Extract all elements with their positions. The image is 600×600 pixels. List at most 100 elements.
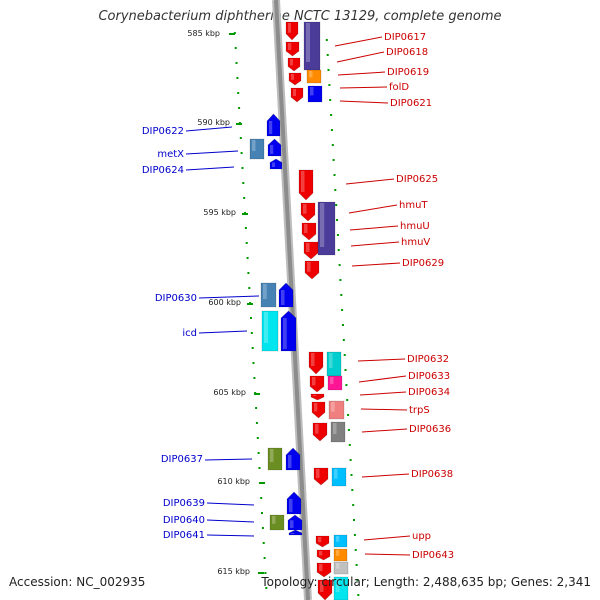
- gene-highlight: [291, 74, 294, 80]
- gene-arrow[interactable]: [309, 375, 325, 393]
- gene-label-metX[interactable]: metX: [157, 149, 184, 160]
- gene-label-DIP0632[interactable]: DIP0632: [407, 354, 449, 365]
- guide-tick: [337, 249, 340, 251]
- guide-tick: [347, 429, 350, 431]
- guide-tick: [262, 542, 265, 544]
- gene-label-DIP0625[interactable]: DIP0625: [396, 174, 438, 185]
- gene-arrow[interactable]: [315, 535, 330, 548]
- gene-label-DIP0636[interactable]: DIP0636: [409, 424, 451, 435]
- gene-block[interactable]: [333, 576, 349, 600]
- guide-tick: [356, 579, 359, 581]
- gene-arrow[interactable]: [317, 579, 333, 600]
- gene-arrow[interactable]: [316, 562, 332, 578]
- gene-arrow[interactable]: [310, 393, 325, 401]
- gene-arrow[interactable]: [290, 87, 304, 103]
- gene-highlight: [264, 312, 268, 343]
- gene-block[interactable]: [333, 561, 349, 575]
- gene-arrow[interactable]: [285, 447, 301, 471]
- scale-tick: [229, 33, 235, 35]
- guide-tick: [329, 99, 332, 101]
- guide-tick: [333, 174, 336, 176]
- gene-block[interactable]: [307, 85, 323, 103]
- leader-line: [361, 473, 410, 478]
- gene-arrow[interactable]: [267, 138, 282, 157]
- gene-block[interactable]: [331, 467, 347, 487]
- gene-label-DIP0641[interactable]: DIP0641: [163, 530, 205, 541]
- guide-tick: [347, 414, 350, 416]
- gene-label-DIP0619[interactable]: DIP0619: [387, 67, 429, 78]
- gene-label-DIP0639[interactable]: DIP0639: [163, 498, 205, 509]
- gene-arrow[interactable]: [286, 491, 302, 515]
- gene-arrow[interactable]: [308, 351, 324, 375]
- gene-block[interactable]: [328, 400, 345, 420]
- gene-arrow[interactable]: [298, 169, 314, 201]
- gene-block[interactable]: [317, 201, 336, 256]
- gene-arrow[interactable]: [285, 41, 300, 57]
- gene-highlight: [307, 262, 311, 272]
- gene-block[interactable]: [249, 138, 265, 160]
- gene-label-trpS[interactable]: trpS: [409, 405, 430, 416]
- gene-label-DIP0630[interactable]: DIP0630: [155, 293, 197, 304]
- gene-arrow[interactable]: [269, 158, 283, 170]
- gene-arrow[interactable]: [278, 282, 294, 308]
- guide-tick: [253, 377, 256, 379]
- gene-label-hmuT[interactable]: hmuT: [399, 200, 428, 211]
- gene-label-DIP0640[interactable]: DIP0640: [163, 515, 205, 526]
- gene-arrow[interactable]: [303, 241, 319, 260]
- gene-block[interactable]: [269, 514, 285, 531]
- gene-highlight: [272, 516, 276, 524]
- gene-label-DIP0637[interactable]: DIP0637: [161, 454, 203, 465]
- gene-block[interactable]: [330, 421, 346, 443]
- gene-block[interactable]: [333, 534, 348, 548]
- gene-block[interactable]: [261, 310, 279, 352]
- gene-label-DIP0617[interactable]: DIP0617: [384, 32, 426, 43]
- guide-tick: [250, 317, 252, 319]
- gene-label-DIP0621[interactable]: DIP0621: [390, 98, 432, 109]
- gene-arrow[interactable]: [300, 202, 316, 222]
- scale-label-600: 600 kbp: [208, 298, 241, 307]
- gene-arrow[interactable]: [311, 401, 326, 419]
- gene-highlight: [289, 499, 293, 512]
- guide-tick: [351, 489, 354, 491]
- gene-arrow[interactable]: [285, 21, 299, 41]
- gene-arrow[interactable]: [316, 549, 331, 561]
- gene-block[interactable]: [306, 69, 322, 84]
- gene-label-upp[interactable]: upp: [412, 531, 431, 542]
- leader-line: [198, 295, 260, 299]
- gene-highlight: [306, 243, 310, 253]
- gene-arrow[interactable]: [266, 113, 281, 137]
- guide-tick: [235, 62, 238, 64]
- gene-label-DIP0633[interactable]: DIP0633: [408, 371, 450, 382]
- gene-arrow[interactable]: [301, 222, 317, 241]
- gene-label-folD[interactable]: folD: [389, 82, 409, 93]
- leader-line: [198, 330, 248, 334]
- gene-label-DIP0622[interactable]: DIP0622: [142, 126, 184, 137]
- gene-label-icd[interactable]: icd: [182, 328, 197, 339]
- gene-arrow[interactable]: [287, 514, 303, 531]
- gene-arrow[interactable]: [288, 72, 302, 86]
- gene-block[interactable]: [267, 447, 283, 471]
- gene-highlight: [312, 377, 316, 386]
- gene-highlight: [315, 424, 319, 434]
- gene-block[interactable]: [327, 375, 343, 391]
- gene-label-DIP0629[interactable]: DIP0629: [402, 258, 444, 269]
- gene-arrow[interactable]: [313, 467, 329, 486]
- gene-arrow[interactable]: [280, 310, 297, 352]
- gene-label-DIP0618[interactable]: DIP0618: [386, 47, 428, 58]
- gene-block[interactable]: [260, 282, 277, 308]
- gene-label-DIP0643[interactable]: DIP0643: [412, 550, 454, 561]
- gene-label-DIP0638[interactable]: DIP0638: [411, 469, 453, 480]
- gene-label-hmuV[interactable]: hmuV: [401, 237, 430, 248]
- gene-arrow[interactable]: [304, 260, 320, 280]
- gene-block[interactable]: [333, 548, 348, 562]
- gene-label-DIP0634[interactable]: DIP0634: [408, 387, 450, 398]
- gene-arrow[interactable]: [312, 422, 328, 442]
- guide-tick: [355, 564, 358, 566]
- gene-arrow[interactable]: [287, 57, 301, 72]
- guide-tick: [261, 512, 263, 514]
- gene-highlight: [293, 89, 296, 97]
- gene-arrow[interactable]: [288, 529, 303, 536]
- gene-highlight: [309, 71, 313, 78]
- gene-label-DIP0624[interactable]: DIP0624: [142, 165, 184, 176]
- gene-label-hmuU[interactable]: hmuU: [400, 221, 430, 232]
